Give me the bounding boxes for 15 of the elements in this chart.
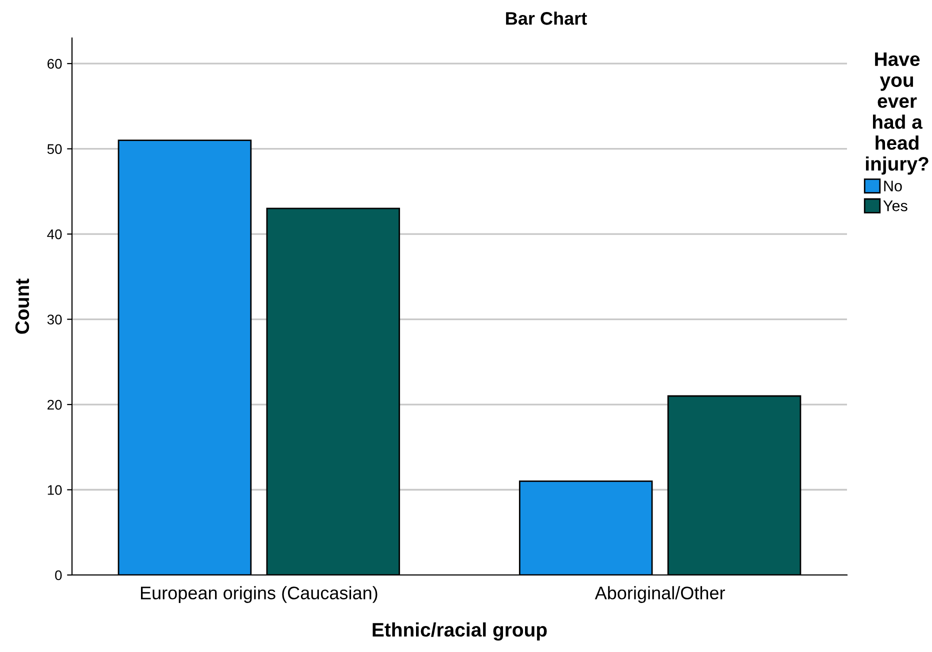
x-axis-title: Ethnic/racial group (372, 622, 547, 641)
y-tick-label: 20 (48, 400, 62, 410)
legend-title: Have you ever had a head injury? (866, 52, 928, 175)
y-tick-label: 50 (47, 144, 62, 154)
legend-label: No (884, 180, 902, 192)
y-tick-label: 10 (48, 485, 62, 495)
y-axis-title: Count (15, 278, 30, 334)
chart-title: Bar Chart (506, 12, 587, 25)
y-tick-label: 30 (47, 314, 62, 324)
y-tick-label: 40 (47, 229, 62, 240)
y-tick-label: 60 (48, 58, 62, 69)
x-tick-label: European origins (Caucasian) (140, 586, 378, 603)
legend-label: Yes (883, 200, 908, 212)
x-tick-label: Aboriginal/Other (594, 586, 726, 603)
y-tick-label: 0 (55, 570, 62, 580)
